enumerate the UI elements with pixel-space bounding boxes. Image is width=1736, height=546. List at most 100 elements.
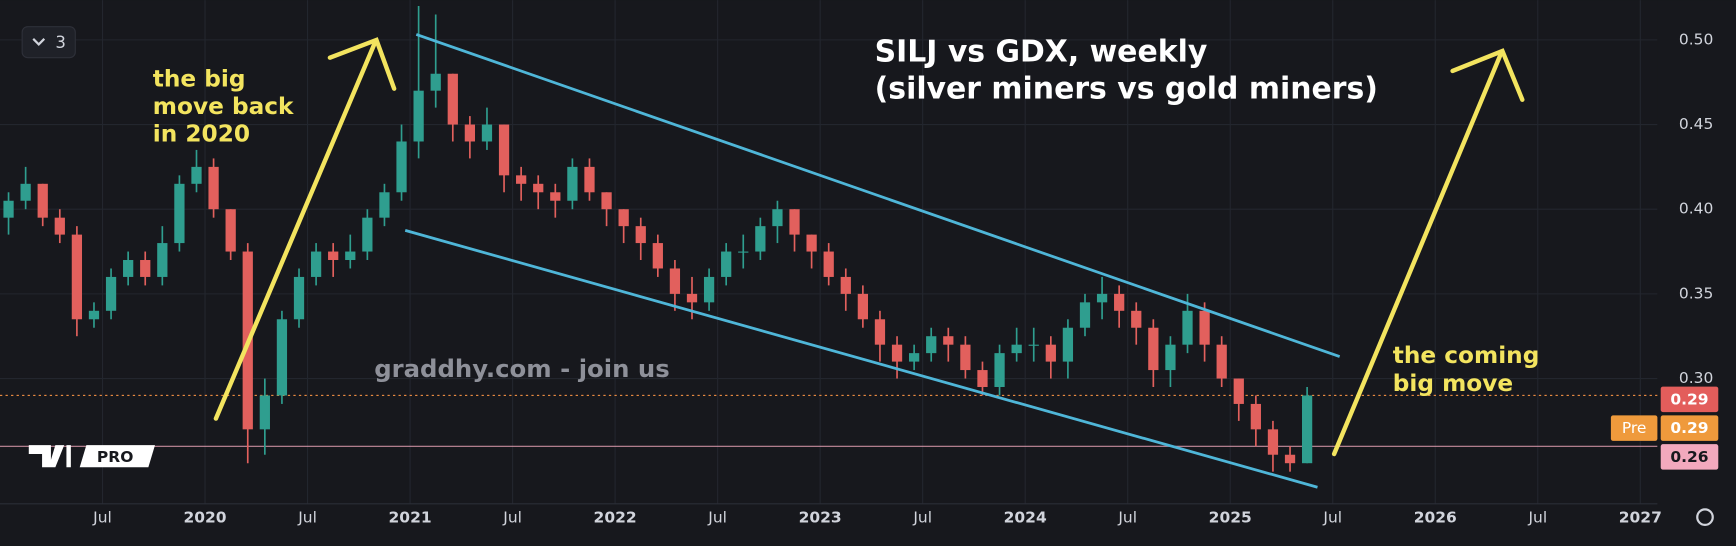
candle-body: [738, 251, 749, 253]
y-tick-label: 0.40: [1679, 200, 1713, 218]
logo-text: PRO: [97, 448, 133, 466]
candle-body: [481, 124, 493, 142]
candle-body: [840, 276, 851, 294]
interval-button[interactable]: [21, 26, 76, 59]
grid: [0, 0, 1658, 504]
candle-body: [806, 234, 817, 252]
price-label: 0.26: [1670, 448, 1708, 466]
candle-body: [1267, 429, 1279, 455]
annotation: in 2020: [153, 121, 250, 148]
candle-body: [1165, 344, 1176, 371]
price-label-box: [1660, 415, 1719, 441]
candle-body: [498, 124, 510, 176]
candle-body: [140, 260, 151, 277]
x-tick-label: Jul: [1117, 509, 1137, 527]
candle-body: [1182, 310, 1193, 345]
candles: [3, 6, 1313, 472]
candle-body: [208, 166, 219, 210]
candle-body: [755, 226, 766, 252]
annotation: big move: [1393, 370, 1513, 397]
price-label: 0.29: [1670, 419, 1708, 437]
candle-body: [1096, 293, 1108, 303]
candle-body: [1284, 454, 1296, 464]
candle-body: [1011, 344, 1022, 354]
candle-body: [413, 90, 424, 142]
x-tick-label: Jul: [1527, 509, 1547, 527]
candle-body: [1062, 327, 1074, 362]
candle-body: [88, 310, 100, 320]
candle-body: [533, 183, 544, 193]
candle-body: [123, 260, 134, 277]
candle-body: [721, 251, 732, 277]
candle-body: [1233, 378, 1244, 404]
x-tick-label: 2023: [799, 509, 842, 527]
candle-body: [584, 166, 595, 193]
channel-upper: [415, 33, 1341, 358]
arrow-right: [1331, 48, 1525, 457]
candle-body: [891, 344, 903, 362]
candle-body: [977, 370, 988, 388]
candle-body: [37, 183, 48, 218]
candle-body: [567, 166, 578, 201]
x-tick-label: Jul: [502, 509, 522, 527]
x-tick-label: 2025: [1209, 509, 1252, 527]
candle-body: [174, 183, 185, 244]
candle-body: [686, 293, 698, 303]
x-tick-label: Jul: [297, 509, 317, 527]
candle-body: [1028, 344, 1039, 346]
candle-body: [943, 336, 954, 345]
candle-body: [618, 209, 629, 227]
subtitle: (silver miners vs gold miners): [875, 71, 1378, 106]
settings-button[interactable]: [1696, 508, 1714, 526]
candle-body: [345, 251, 356, 261]
candle-body: [396, 141, 407, 193]
candle-body: [772, 209, 783, 227]
candle-body: [994, 353, 1005, 388]
candle-body: [1199, 310, 1210, 345]
candle-body: [1079, 302, 1091, 328]
watermark: graddhy.com - join us: [374, 354, 670, 383]
x-tick-label: 2021: [389, 509, 432, 527]
candle-body: [71, 234, 83, 320]
candle-body: [379, 192, 390, 218]
candle-body: [259, 395, 270, 430]
candle-body: [1250, 403, 1261, 430]
candle-body: [909, 353, 920, 362]
x-tick-label: 2027: [1619, 509, 1662, 527]
y-tick-label: 0.50: [1679, 30, 1713, 48]
title: SILJ vs GDX, weekly: [875, 35, 1208, 70]
candle-body: [789, 209, 800, 235]
interval-count: 3: [55, 33, 66, 52]
candle-body: [703, 276, 715, 303]
candle-body: [225, 209, 236, 252]
x-tick-label: Jul: [1322, 509, 1342, 527]
candle-body: [310, 251, 322, 277]
price-label-box: [1660, 444, 1719, 470]
candle-body: [447, 73, 458, 125]
price-label: 0.29: [1670, 390, 1708, 408]
x-tick-label: 2020: [183, 509, 226, 527]
candle-body: [874, 319, 886, 345]
y-tick-label: 0.35: [1679, 284, 1713, 302]
x-tick-label: 2024: [1004, 509, 1047, 527]
candle-body: [464, 124, 476, 142]
candle-body: [857, 293, 868, 320]
candle-body: [1301, 395, 1313, 464]
logo: PRO: [28, 445, 155, 468]
candle-body: [960, 344, 971, 371]
candle-body: [328, 251, 339, 261]
x-tick-label: Jul: [92, 509, 112, 527]
annotation: the coming: [1393, 342, 1540, 369]
channel-lower: [404, 229, 1318, 489]
annotation: the big: [153, 65, 246, 92]
candle-body: [1216, 344, 1227, 379]
candle-body: [516, 175, 527, 184]
candle-body: [652, 243, 663, 269]
price-label-box: [1660, 386, 1719, 413]
candle-body: [635, 226, 646, 244]
x-tick-label: Jul: [912, 509, 932, 527]
candle-body: [362, 217, 373, 252]
candle-body: [601, 192, 612, 210]
